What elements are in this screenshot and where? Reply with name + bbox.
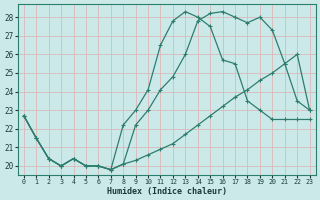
X-axis label: Humidex (Indice chaleur): Humidex (Indice chaleur) <box>107 187 227 196</box>
